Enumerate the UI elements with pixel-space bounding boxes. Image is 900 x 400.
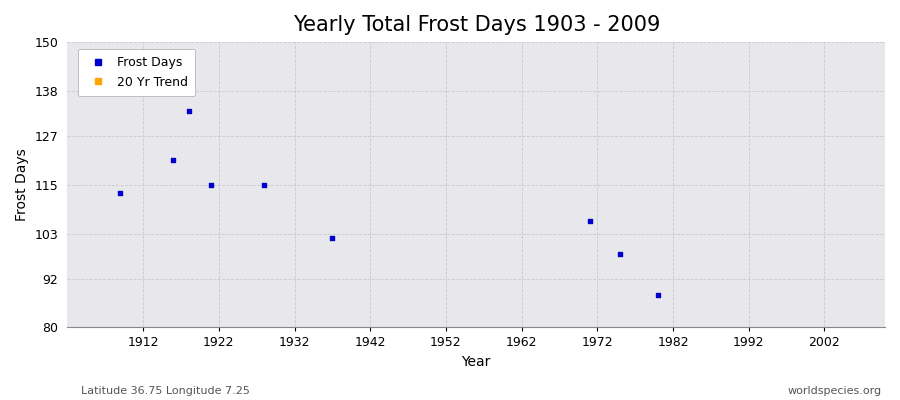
- Point: [204, 182, 219, 188]
- Point: [325, 234, 339, 241]
- Point: [166, 157, 181, 164]
- Point: [651, 292, 665, 298]
- Text: worldspecies.org: worldspecies.org: [788, 386, 882, 396]
- Title: Yearly Total Frost Days 1903 - 2009: Yearly Total Frost Days 1903 - 2009: [292, 15, 660, 35]
- Text: Latitude 36.75 Longitude 7.25: Latitude 36.75 Longitude 7.25: [81, 386, 250, 396]
- Legend: Frost Days, 20 Yr Trend: Frost Days, 20 Yr Trend: [77, 49, 195, 96]
- Point: [582, 218, 597, 225]
- X-axis label: Year: Year: [462, 355, 490, 369]
- Point: [613, 251, 627, 257]
- Point: [257, 182, 272, 188]
- Point: [113, 190, 128, 196]
- Point: [182, 108, 196, 114]
- Point: [76, 76, 90, 82]
- Y-axis label: Frost Days: Frost Days: [15, 148, 29, 221]
